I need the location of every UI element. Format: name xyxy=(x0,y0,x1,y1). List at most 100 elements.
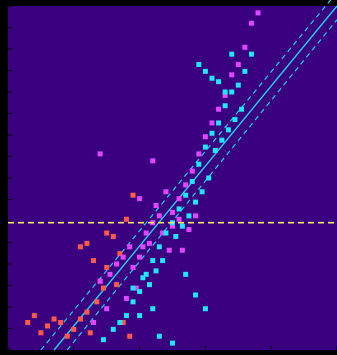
data-point xyxy=(146,240,152,246)
data-point xyxy=(137,196,143,202)
data-point xyxy=(100,285,106,291)
fit-lines xyxy=(40,0,337,351)
data-point xyxy=(189,168,195,174)
data-point xyxy=(170,223,175,229)
data-point xyxy=(77,316,83,322)
fit-line xyxy=(53,5,337,351)
data-point xyxy=(156,213,162,219)
data-point xyxy=(229,51,235,57)
data-point xyxy=(196,161,202,167)
fit-upper-band xyxy=(40,0,332,351)
data-point xyxy=(120,319,126,325)
data-point xyxy=(219,137,225,143)
data-point xyxy=(183,192,189,198)
data-point xyxy=(212,147,218,153)
data-point xyxy=(104,306,110,312)
data-point xyxy=(202,134,208,140)
data-point xyxy=(64,333,70,339)
data-point xyxy=(127,333,133,339)
data-point xyxy=(173,233,179,239)
data-point xyxy=(123,295,129,301)
data-point xyxy=(133,285,139,291)
data-point xyxy=(216,120,222,126)
data-point xyxy=(179,223,185,229)
data-point xyxy=(229,72,235,78)
data-point xyxy=(235,61,241,67)
data-point xyxy=(130,285,136,291)
data-point xyxy=(150,258,156,264)
data-point xyxy=(206,175,212,181)
data-point xyxy=(199,189,205,195)
data-point xyxy=(235,82,241,88)
data-point xyxy=(176,196,182,202)
fit-lower-band xyxy=(66,19,337,351)
data-point xyxy=(183,271,189,277)
data-point xyxy=(130,192,136,198)
data-point xyxy=(71,326,77,332)
data-point xyxy=(150,158,156,164)
data-point xyxy=(51,316,57,322)
data-point xyxy=(193,199,199,205)
data-point xyxy=(193,213,199,219)
data-point xyxy=(143,271,149,277)
data-point xyxy=(209,120,215,126)
data-point xyxy=(25,319,31,325)
data-point xyxy=(104,230,110,236)
data-point xyxy=(186,213,192,219)
data-point xyxy=(107,271,113,277)
data-point xyxy=(104,264,110,270)
data-point xyxy=(143,230,149,236)
data-point xyxy=(114,282,120,288)
data-point xyxy=(58,319,64,325)
data-point xyxy=(255,10,261,16)
data-point xyxy=(97,151,103,157)
data-point xyxy=(77,244,83,250)
data-point xyxy=(160,230,166,236)
data-point xyxy=(202,68,208,74)
data-point xyxy=(202,306,208,312)
data-point xyxy=(242,44,248,50)
data-point xyxy=(160,258,166,264)
data-point xyxy=(242,68,248,74)
data-point xyxy=(222,92,228,98)
data-point xyxy=(117,319,123,325)
data-point xyxy=(38,330,44,336)
data-point xyxy=(123,216,129,222)
data-point xyxy=(140,244,146,250)
data-point xyxy=(196,61,202,67)
data-point xyxy=(163,189,169,195)
data-point xyxy=(31,313,37,319)
data-point xyxy=(176,216,182,222)
data-point xyxy=(153,203,159,209)
data-point xyxy=(97,278,103,284)
data-point xyxy=(137,254,143,260)
data-point xyxy=(209,75,215,81)
data-point xyxy=(248,51,254,57)
data-point xyxy=(91,319,97,325)
data-point xyxy=(44,323,50,329)
data-point xyxy=(166,247,172,253)
data-point xyxy=(146,282,152,288)
data-point xyxy=(163,230,169,236)
data-point xyxy=(170,209,175,215)
data-point xyxy=(91,258,97,264)
data-point xyxy=(196,151,202,157)
data-point xyxy=(130,299,136,305)
data-point xyxy=(87,330,93,336)
data-point xyxy=(120,254,126,260)
data-point xyxy=(189,178,195,184)
data-point xyxy=(110,233,116,239)
data-point xyxy=(179,247,185,253)
data-point xyxy=(123,313,129,319)
data-point xyxy=(202,144,208,150)
data-point xyxy=(156,333,162,339)
data-point xyxy=(94,299,100,305)
data-point xyxy=(216,106,222,112)
data-point xyxy=(84,309,90,315)
data-point xyxy=(193,292,199,298)
data-point xyxy=(114,261,120,267)
data-point xyxy=(137,313,143,319)
data-point xyxy=(183,182,189,188)
